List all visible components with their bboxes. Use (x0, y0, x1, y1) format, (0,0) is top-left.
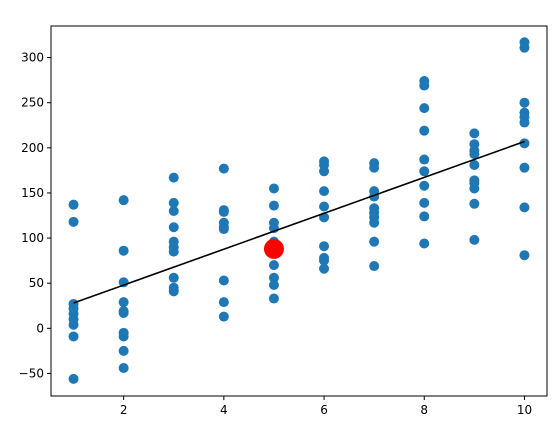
data-point (519, 138, 530, 149)
data-point (319, 255, 330, 266)
plot-frame (50, 25, 548, 397)
data-point (519, 162, 530, 173)
fit-line-layer (73, 140, 525, 304)
data-point (419, 180, 430, 191)
y-axis-ticks: −50 0 50 100 150 200 250 300 (19, 51, 51, 380)
data-point (469, 159, 480, 170)
data-point (319, 166, 330, 177)
data-point (419, 211, 430, 222)
data-point (218, 206, 229, 217)
data-point (168, 246, 179, 257)
axes (50, 25, 548, 397)
data-point (218, 224, 229, 235)
data-point (218, 275, 229, 286)
y-tick-label: 100 (21, 231, 44, 245)
data-point (218, 297, 229, 308)
y-tick-label: 50 (29, 276, 44, 290)
data-point (68, 373, 79, 384)
data-point (68, 331, 79, 342)
data-point (118, 195, 129, 206)
data-point (419, 166, 430, 177)
data-point (168, 222, 179, 233)
data-point (469, 128, 480, 139)
data-point (519, 97, 530, 108)
data-point (68, 216, 79, 227)
data-point (469, 183, 480, 194)
data-point (369, 236, 380, 247)
data-point (118, 345, 129, 356)
data-point (118, 307, 129, 318)
data-point (469, 234, 480, 245)
x-tick-label: 10 (517, 403, 532, 417)
regression-line (73, 140, 525, 304)
data-point (319, 241, 330, 252)
data-point (68, 199, 79, 210)
data-point (68, 319, 79, 330)
data-point (419, 80, 430, 91)
data-point (168, 206, 179, 216)
data-point (519, 117, 530, 128)
data-point (168, 272, 179, 283)
y-tick-label: 300 (21, 51, 44, 65)
x-tick-label: 4 (220, 403, 228, 417)
data-point (469, 149, 480, 160)
data-point (519, 250, 530, 261)
highlight-point (263, 238, 284, 259)
data-point (469, 198, 480, 209)
data-point (268, 293, 279, 304)
data-point (118, 245, 129, 256)
data-point (519, 42, 530, 53)
data-point (268, 272, 279, 283)
data-point (369, 162, 380, 173)
data-point (419, 197, 430, 208)
x-tick-label: 8 (420, 403, 428, 417)
y-tick-label: 150 (21, 186, 44, 200)
data-point (118, 363, 129, 374)
data-point (419, 238, 430, 249)
y-tick-label: 0 (36, 321, 44, 335)
x-axis-ticks: 2 4 6 8 10 (120, 396, 532, 417)
data-point (218, 311, 229, 322)
data-point (319, 263, 330, 274)
data-point (118, 297, 129, 308)
y-tick-label: −50 (19, 366, 44, 380)
data-point (419, 154, 430, 165)
data-point (519, 202, 530, 213)
highlight-layer (263, 238, 284, 259)
data-point (268, 200, 279, 211)
data-point (419, 125, 430, 136)
x-tick-label: 6 (320, 403, 328, 417)
data-point (268, 260, 279, 271)
data-point (319, 201, 330, 212)
data-point (168, 197, 179, 208)
data-point (118, 331, 129, 342)
data-point (419, 103, 430, 114)
x-tick-label: 2 (120, 403, 128, 417)
data-point (268, 183, 279, 194)
data-point (218, 163, 229, 174)
data-point (319, 186, 330, 197)
data-point (369, 261, 380, 272)
y-tick-label: 200 (21, 141, 44, 155)
data-point (268, 280, 279, 290)
data-point (168, 172, 179, 183)
y-tick-label: 250 (21, 96, 44, 110)
scatter-points (68, 37, 530, 384)
data-point (168, 286, 179, 297)
data-point (369, 217, 380, 228)
